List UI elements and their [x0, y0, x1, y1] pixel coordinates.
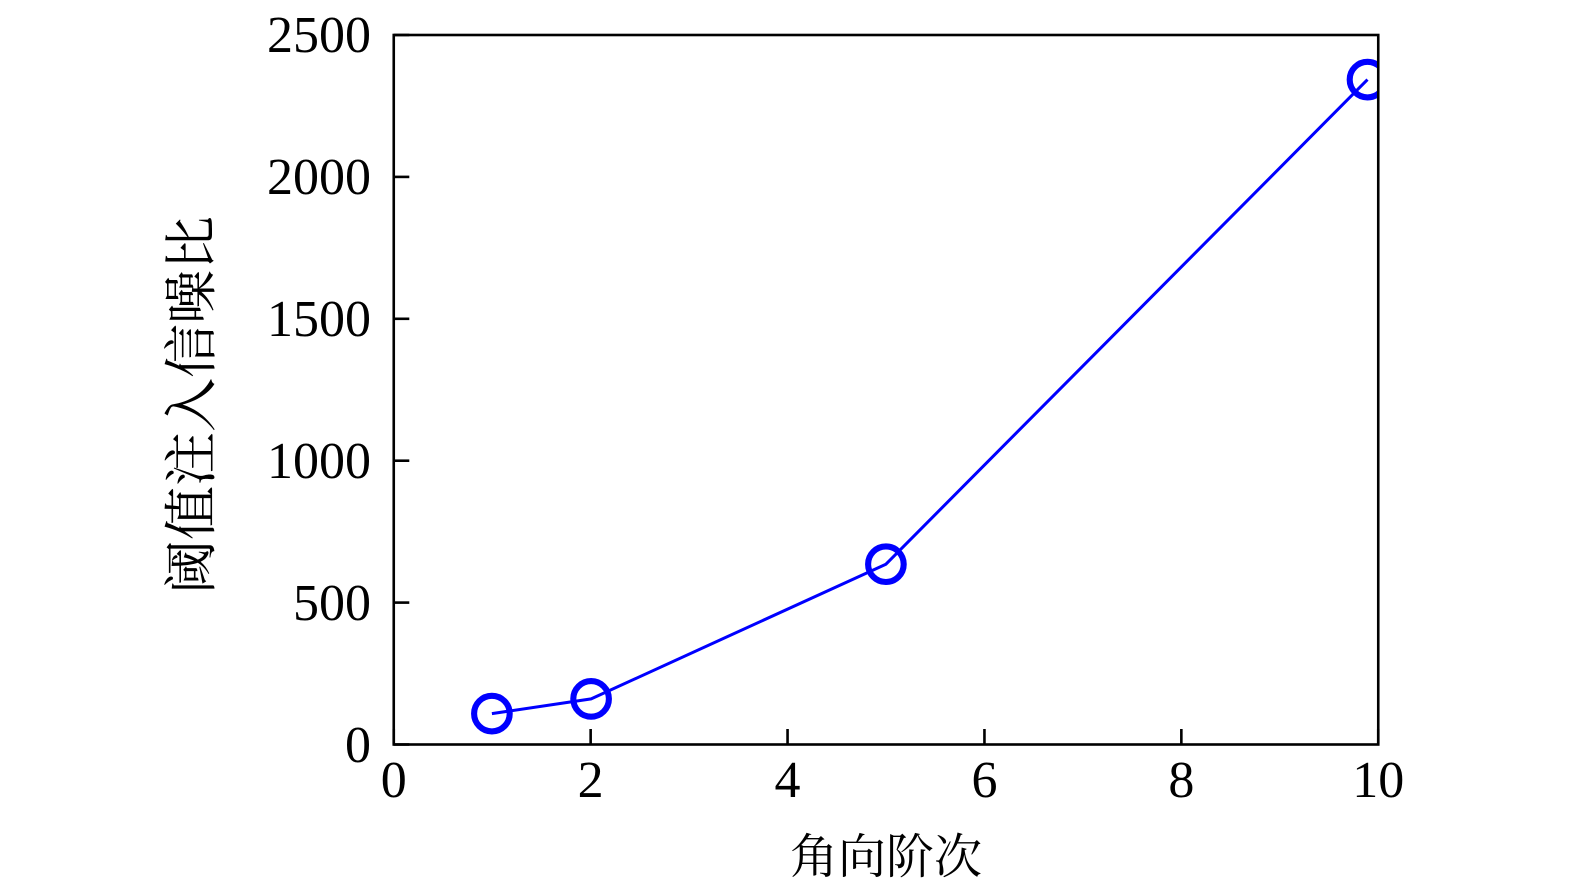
svg-text:角向阶次: 角向阶次 [790, 831, 982, 884]
svg-text:2500: 2500 [267, 7, 371, 64]
svg-text:1500: 1500 [267, 291, 371, 348]
svg-text:1000: 1000 [267, 433, 371, 490]
svg-text:0: 0 [381, 752, 407, 809]
svg-text:2: 2 [578, 752, 604, 809]
svg-text:8: 8 [1168, 752, 1194, 809]
svg-text:4: 4 [775, 752, 801, 809]
svg-text:2000: 2000 [267, 149, 371, 206]
svg-text:10: 10 [1352, 752, 1404, 809]
svg-text:500: 500 [293, 575, 371, 632]
svg-text:0: 0 [345, 717, 371, 774]
svg-text:阈值注入信噪比: 阈值注入信噪比 [162, 216, 222, 594]
svg-text:6: 6 [971, 752, 997, 809]
